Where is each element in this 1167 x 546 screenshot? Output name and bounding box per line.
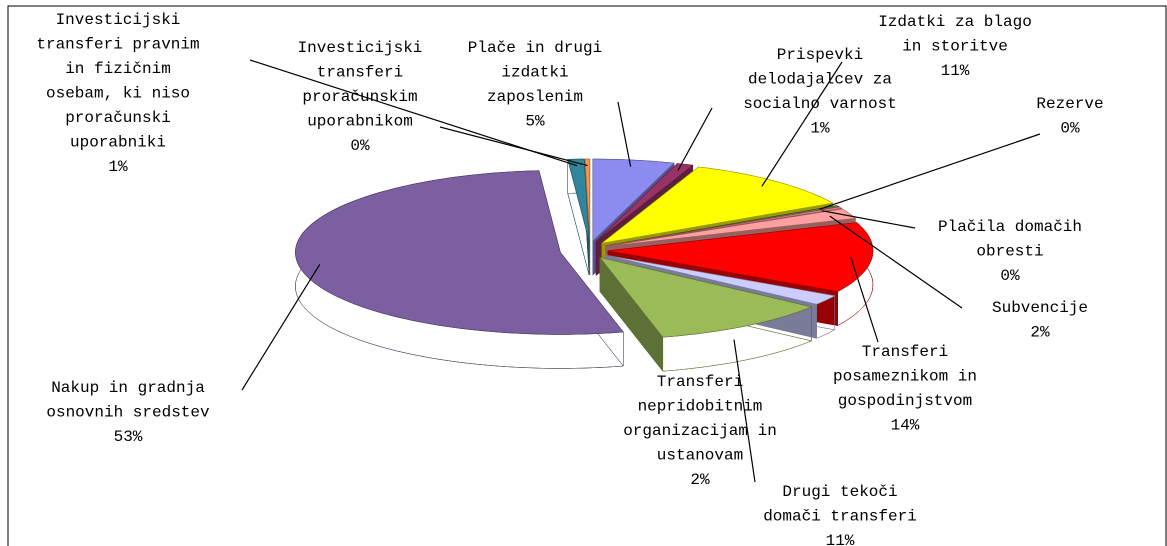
leader-line [761, 61, 843, 187]
slice-label: zaposlenim [487, 88, 583, 106]
slice-label: ustanovam [657, 447, 743, 465]
leader-line [819, 133, 1041, 210]
value-label: 2% [690, 471, 710, 489]
slice-label: Transferi [862, 343, 948, 361]
slice-label: socialno varnost [743, 95, 897, 113]
slice [605, 206, 843, 247]
slice [584, 158, 591, 242]
slice-label: transferi [317, 64, 403, 82]
chart-frame [7, 5, 1167, 546]
value-label: 14% [891, 417, 920, 435]
value-label: 11% [941, 62, 970, 80]
slice-label: in storitve [902, 38, 1008, 56]
slice-label: obresti [976, 243, 1043, 261]
pie [295, 158, 874, 372]
slice-label: Investicijski [56, 11, 181, 29]
value-label: 2% [1030, 324, 1050, 342]
slice [601, 166, 834, 244]
slice-label: Plače in drugi [468, 39, 602, 57]
slice [607, 222, 874, 292]
slice-label: Subvencije [992, 299, 1088, 317]
slice-label: in fizičnim [65, 60, 171, 78]
leader-line [241, 264, 321, 391]
slice-label: proračunskim [302, 88, 417, 106]
value-label: 5% [525, 113, 545, 131]
slice-label: proračunski [65, 109, 171, 127]
value-label: 1% [108, 158, 128, 176]
slice-label: Investicijski [298, 39, 423, 57]
slice-label: transferi pravnim [36, 36, 199, 54]
slice [606, 208, 857, 247]
slice-label: nepridobitnim [638, 398, 763, 416]
slice [595, 163, 694, 242]
slice [592, 158, 675, 242]
slice [604, 254, 836, 305]
value-label: 53% [114, 428, 143, 446]
slice-label: domači transferi [763, 508, 917, 526]
slice-label: Nakup in gradnja [51, 379, 205, 397]
slice-label: Transferi [657, 373, 743, 391]
slice-label: izdatki [501, 64, 568, 82]
slice-label: Drugi tekoči [782, 483, 897, 501]
leader-line [821, 210, 916, 229]
slice-label: delodajalcev za [748, 71, 892, 89]
slice [295, 170, 624, 335]
leader-line [850, 257, 879, 343]
leader-line [829, 215, 963, 309]
leader-line [439, 126, 588, 167]
slice-label: gospodinjstvom [838, 392, 972, 410]
slice-label: osnovnih sredstev [46, 404, 210, 422]
leader-line [733, 339, 756, 483]
value-label: 0% [350, 137, 370, 155]
value-label: 11% [826, 532, 855, 546]
value-label: 0% [1060, 120, 1080, 138]
slice-label: uporabniki [70, 134, 166, 152]
slice-label: osebam, ki niso [46, 85, 190, 103]
leader-line [617, 101, 632, 167]
leader-line [677, 107, 713, 171]
slice-label: posameznikom in [833, 368, 977, 386]
slice [567, 158, 590, 242]
slice-label: organizacijam in [623, 422, 777, 440]
value-label: 1% [810, 120, 830, 138]
slice-label: Plačila domačih [938, 218, 1082, 236]
slice-label: uporabnikom [307, 113, 413, 131]
slice-label: Rezerve [1036, 95, 1103, 113]
value-label: 0% [1000, 267, 1020, 285]
slice [599, 257, 813, 338]
slice-label: Izdatki za blago [878, 13, 1032, 31]
slice-label: Prispevki [777, 46, 863, 64]
